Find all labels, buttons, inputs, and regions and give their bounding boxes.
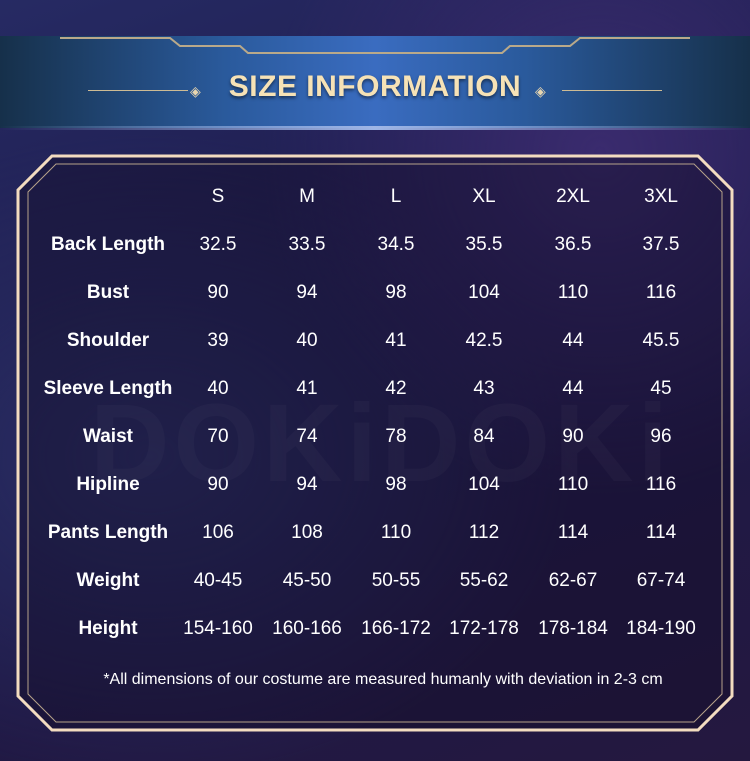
table-cell: 178-184 xyxy=(538,618,608,639)
table-cell: 42 xyxy=(385,378,407,399)
table-cell: 35.5 xyxy=(465,234,503,255)
column-header: M xyxy=(299,186,315,207)
table-cell: 114 xyxy=(557,522,589,543)
row-label: Sleeve Length xyxy=(43,378,173,399)
table-cell: 33.5 xyxy=(288,234,326,255)
table-cell: 40-45 xyxy=(193,570,243,591)
banner-divider xyxy=(0,126,750,130)
table-cell: 90 xyxy=(207,474,229,495)
table-cell: 104 xyxy=(468,474,500,495)
table-cell: 44 xyxy=(562,378,584,399)
column-header: S xyxy=(211,186,225,207)
table-cell: 112 xyxy=(468,522,500,543)
table-cell: 98 xyxy=(385,282,407,303)
table-cell: 94 xyxy=(296,282,318,303)
column-header: 2XL xyxy=(556,186,590,207)
row-label: Pants Length xyxy=(47,522,169,543)
table-cell: 78 xyxy=(385,426,407,447)
row-label: Height xyxy=(78,618,138,639)
table-cell: 98 xyxy=(385,474,407,495)
table-cell: 36.5 xyxy=(554,234,592,255)
table-cell: 106 xyxy=(202,522,234,543)
table-cell: 41 xyxy=(296,378,318,399)
table-cell: 70 xyxy=(207,426,229,447)
table-cell: 104 xyxy=(468,282,500,303)
table-cell: 32.5 xyxy=(199,234,237,255)
table-cell: 110 xyxy=(557,282,589,303)
table-cell: 84 xyxy=(473,426,495,447)
table-cell: 45 xyxy=(650,378,672,399)
column-header: XL xyxy=(472,186,496,207)
diamond-icon-right: ◈ xyxy=(535,83,546,99)
row-label: Shoulder xyxy=(66,330,150,351)
table-cell: 37.5 xyxy=(642,234,680,255)
table-cell: 40 xyxy=(296,330,318,351)
row-label: Back Length xyxy=(50,234,166,255)
row-label: Hipline xyxy=(76,474,140,495)
row-label: Bust xyxy=(86,282,130,303)
table-cell: 116 xyxy=(645,474,677,495)
table-cell: 116 xyxy=(645,282,677,303)
table-cell: 108 xyxy=(291,522,323,543)
table-cell: 34.5 xyxy=(377,234,415,255)
table-cell: 110 xyxy=(380,522,412,543)
row-label: Weight xyxy=(76,570,140,591)
row-label: Waist xyxy=(83,426,133,447)
table-cell: 94 xyxy=(296,474,318,495)
footnote: *All dimensions of our costume are measu… xyxy=(103,671,663,688)
watermark-logo: DOKiDOKi xyxy=(90,380,672,507)
table-cell: 110 xyxy=(557,474,589,495)
column-header: 3XL xyxy=(644,186,678,207)
table-cell: 90 xyxy=(562,426,584,447)
table-cell: 42.5 xyxy=(465,330,503,351)
title-line-right xyxy=(562,90,662,91)
table-cell: 45-50 xyxy=(282,570,332,591)
table-cell: 67-74 xyxy=(636,570,686,591)
table-cell: 184-190 xyxy=(626,618,696,639)
table-cell: 160-166 xyxy=(272,618,342,639)
page-title: SIZE INFORMATION xyxy=(228,70,522,103)
table-cell: 43 xyxy=(473,378,495,399)
table-cell: 44 xyxy=(562,330,584,351)
diamond-icon-left: ◈ xyxy=(190,83,201,99)
table-cell: 62-67 xyxy=(548,570,598,591)
table-cell: 96 xyxy=(650,426,672,447)
table-cell: 41 xyxy=(385,330,407,351)
table-cell: 172-178 xyxy=(449,618,519,639)
column-header: L xyxy=(390,186,402,207)
table-cell: 50-55 xyxy=(371,570,421,591)
table-cell: 90 xyxy=(207,282,229,303)
title-line-left xyxy=(88,90,188,91)
table-cell: 166-172 xyxy=(361,618,431,639)
table-cell: 55-62 xyxy=(459,570,509,591)
table-cell: 154-160 xyxy=(183,618,253,639)
title-banner xyxy=(0,36,750,128)
table-cell: 40 xyxy=(207,378,229,399)
table-cell: 39 xyxy=(207,330,229,351)
table-cell: 45.5 xyxy=(642,330,680,351)
table-cell: 74 xyxy=(296,426,318,447)
table-cell: 114 xyxy=(645,522,677,543)
